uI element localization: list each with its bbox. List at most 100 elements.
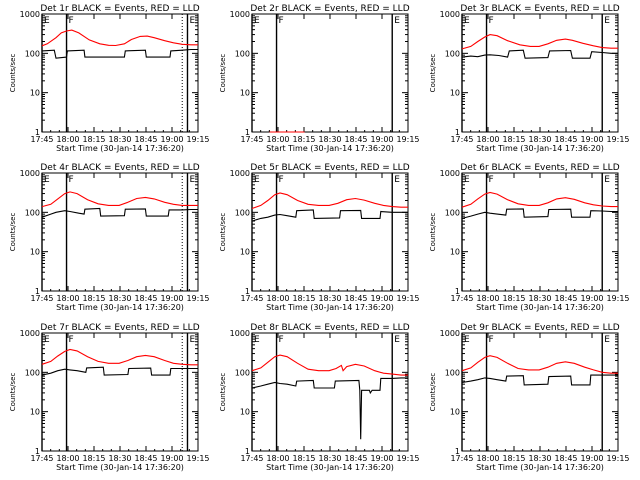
x-tick-label: 17:45 bbox=[240, 294, 263, 303]
y-tick-label: 100 bbox=[445, 49, 460, 58]
x-tick-label: 19:15 bbox=[186, 294, 209, 303]
plot-frame bbox=[461, 332, 619, 452]
events-black-series-line bbox=[251, 377, 408, 440]
x-axis-label: Start Time (30-Jan-14 17:36:20) bbox=[56, 144, 184, 153]
y-tick-label: 1000 bbox=[440, 169, 460, 178]
lld-red-series-line bbox=[461, 191, 618, 208]
x-tick-label: 19:15 bbox=[606, 294, 629, 303]
x-axis-label: Start Time (30-Jan-14 17:36:20) bbox=[56, 303, 184, 312]
events-black-series-line bbox=[41, 366, 198, 376]
x-axis-label: Start Time (30-Jan-14 17:36:20) bbox=[476, 303, 604, 312]
event-marker-label: F bbox=[69, 335, 74, 345]
event-marker-label: F bbox=[279, 16, 284, 26]
x-tick-label: 18:45 bbox=[344, 135, 367, 144]
x-tick-label: 18:00 bbox=[266, 135, 289, 144]
x-axis-label: Start Time (30-Jan-14 17:36:20) bbox=[56, 463, 184, 472]
y-tick-label: 1 bbox=[35, 128, 40, 137]
event-marker-label: E bbox=[44, 335, 50, 345]
x-tick-label: 18:30 bbox=[528, 294, 551, 303]
events-black-series-line bbox=[41, 48, 198, 59]
event-marker-label: F bbox=[489, 16, 494, 26]
x-tick-label: 19:00 bbox=[160, 135, 183, 144]
y-tick-label: 1000 bbox=[440, 10, 460, 19]
x-tick-label: 18:30 bbox=[318, 294, 341, 303]
chart-title: Det 7r BLACK = Events, RED = LLD bbox=[40, 323, 199, 333]
x-tick-label: 19:00 bbox=[370, 454, 393, 463]
y-tick-label: 100 bbox=[235, 208, 250, 217]
y-tick-label: 1 bbox=[455, 287, 460, 296]
y-axis-label: Counts/sec bbox=[219, 213, 227, 252]
y-tick-label: 1 bbox=[245, 287, 250, 296]
x-tick-label: 18:30 bbox=[108, 454, 131, 463]
lld-red-series-line bbox=[41, 29, 198, 47]
chart-title: Det 6r BLACK = Events, RED = LLD bbox=[460, 163, 619, 173]
x-tick-label: 18:30 bbox=[528, 135, 551, 144]
y-tick-label: 100 bbox=[235, 368, 250, 377]
y-tick-label: 10 bbox=[240, 248, 250, 257]
x-tick-label: 19:15 bbox=[396, 294, 419, 303]
y-tick-label: 10 bbox=[30, 408, 40, 417]
y-axis-label: Counts/sec bbox=[429, 213, 437, 252]
events-black-series-line bbox=[461, 49, 618, 59]
y-axis-label: Counts/sec bbox=[219, 54, 227, 93]
event-marker-label: F bbox=[69, 175, 74, 185]
plot-frame bbox=[461, 172, 619, 292]
x-tick-label: 18:45 bbox=[554, 135, 577, 144]
event-marker-label: E bbox=[464, 16, 470, 26]
y-tick-label: 1 bbox=[455, 447, 460, 456]
x-tick-label: 18:00 bbox=[56, 294, 79, 303]
event-marker-label: E bbox=[189, 175, 195, 185]
chart-title: Det 4r BLACK = Events, RED = LLD bbox=[40, 163, 199, 173]
events-black-series-line bbox=[251, 209, 408, 222]
event-marker-label: F bbox=[489, 335, 494, 345]
x-tick-label: 19:00 bbox=[370, 135, 393, 144]
x-tick-label: 18:30 bbox=[108, 135, 131, 144]
y-tick-label: 10 bbox=[240, 89, 250, 98]
chart-title: Det 2r BLACK = Events, RED = LLD bbox=[250, 4, 409, 14]
event-marker-label: E bbox=[604, 335, 610, 345]
events-black-series-line bbox=[461, 374, 618, 386]
x-tick-label: 19:00 bbox=[580, 135, 603, 144]
y-tick-label: 1 bbox=[35, 287, 40, 296]
x-tick-label: 18:30 bbox=[318, 135, 341, 144]
events-black-series-line bbox=[41, 207, 198, 218]
event-marker-label: E bbox=[394, 175, 400, 185]
x-tick-label: 19:15 bbox=[396, 135, 419, 144]
y-tick-label: 10 bbox=[450, 408, 460, 417]
x-tick-label: 19:00 bbox=[370, 294, 393, 303]
event-marker-label: E bbox=[464, 175, 470, 185]
x-tick-label: 18:30 bbox=[528, 454, 551, 463]
event-marker-label: F bbox=[279, 175, 284, 185]
y-axis-label: Counts/sec bbox=[429, 54, 437, 93]
x-tick-label: 18:00 bbox=[266, 294, 289, 303]
x-tick-label: 18:15 bbox=[82, 135, 105, 144]
lld-red-series-line bbox=[461, 34, 618, 50]
x-tick-label: 18:00 bbox=[56, 135, 79, 144]
x-tick-label: 18:00 bbox=[266, 454, 289, 463]
y-tick-label: 10 bbox=[30, 248, 40, 257]
x-tick-label: 19:15 bbox=[606, 135, 629, 144]
chart-title: Det 8r BLACK = Events, RED = LLD bbox=[250, 323, 409, 333]
y-axis-label: Counts/sec bbox=[9, 373, 17, 412]
event-marker-label: E bbox=[604, 175, 610, 185]
x-tick-label: 19:15 bbox=[396, 454, 419, 463]
y-tick-label: 1000 bbox=[20, 329, 40, 338]
x-axis-label: Start Time (30-Jan-14 17:36:20) bbox=[266, 463, 394, 472]
x-tick-label: 17:45 bbox=[30, 454, 53, 463]
y-tick-label: 10 bbox=[30, 89, 40, 98]
x-tick-label: 18:15 bbox=[502, 294, 525, 303]
x-tick-label: 19:15 bbox=[186, 454, 209, 463]
y-axis-label: Counts/sec bbox=[219, 373, 227, 412]
y-tick-label: 1 bbox=[245, 128, 250, 137]
plot-frame bbox=[251, 332, 409, 452]
y-tick-label: 10 bbox=[450, 89, 460, 98]
x-tick-label: 18:15 bbox=[82, 454, 105, 463]
y-tick-label: 1000 bbox=[20, 169, 40, 178]
x-tick-label: 18:45 bbox=[134, 454, 157, 463]
event-marker-label: E bbox=[394, 16, 400, 26]
x-tick-label: 18:45 bbox=[554, 454, 577, 463]
x-tick-label: 19:15 bbox=[606, 454, 629, 463]
x-tick-label: 17:45 bbox=[450, 135, 473, 144]
x-tick-label: 19:00 bbox=[580, 454, 603, 463]
